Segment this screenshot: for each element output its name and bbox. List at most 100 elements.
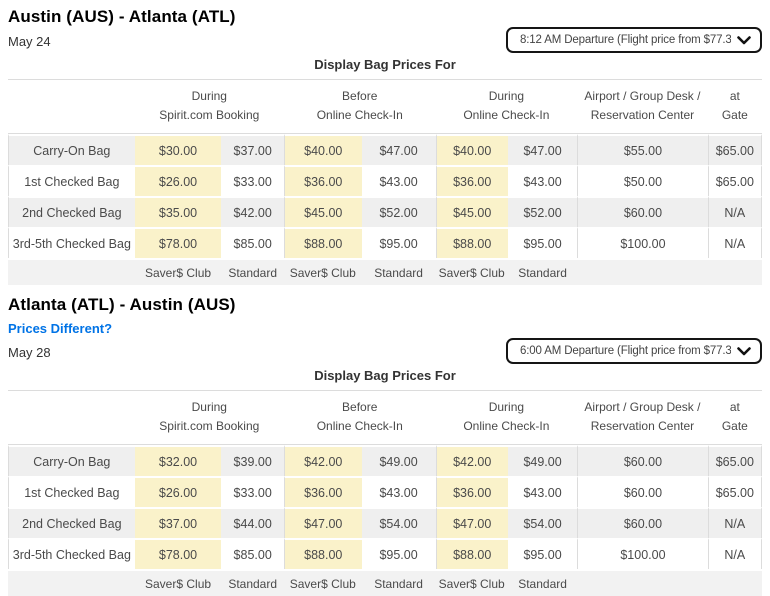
price-cell: $36.00 [283, 165, 362, 197]
tier-label: Saver$ Club [435, 258, 508, 286]
bag-type-cell: 3rd-5th Checked Bag [8, 538, 135, 570]
empty-cell [8, 569, 135, 596]
prices-different-link[interactable]: Prices Different? [8, 321, 113, 337]
header-line: at [729, 400, 740, 415]
table-row: 1st Checked Bag $26.00 $33.00 $36.00 $43… [8, 165, 762, 197]
route-subheader: May 24 8:12 AM Departure (Flight price f… [8, 27, 762, 53]
header-line: During [488, 400, 525, 415]
header-line: Before [342, 400, 378, 415]
bag-type-cell: 1st Checked Bag [8, 476, 135, 508]
price-cell: $49.00 [361, 445, 436, 477]
tier-label: Standard [221, 569, 284, 596]
price-cell: $85.00 [221, 227, 284, 258]
price-cell: $60.00 [577, 476, 708, 508]
tier-label: Saver$ Club [283, 569, 362, 596]
tier-label: Saver$ Club [283, 258, 362, 286]
price-cell: $88.00 [283, 538, 362, 570]
empty-cell [707, 569, 762, 596]
price-cell: N/A [707, 196, 762, 228]
tier-label-row: Saver$ Club Standard Saver$ Club Standar… [8, 258, 762, 286]
bag-type-cell: 3rd-5th Checked Bag [8, 227, 135, 259]
header-line: Online Check-In [463, 107, 550, 122]
price-cell: $36.00 [435, 476, 508, 508]
departure-time-select[interactable]: 6:00 AM Departure (Flight price from $77… [506, 338, 762, 365]
price-cell: $35.00 [134, 196, 222, 228]
price-cell: $43.00 [507, 476, 578, 507]
route-title: Austin (AUS) - Atlanta (ATL) [8, 7, 236, 26]
tier-label: Saver$ Club [134, 569, 222, 596]
price-cell: $60.00 [577, 196, 708, 228]
tier-label: Standard [361, 569, 436, 596]
price-cell: $42.00 [435, 445, 508, 477]
header-line: Reservation Center [590, 418, 695, 433]
tier-label: Standard [221, 258, 284, 286]
price-cell: $52.00 [361, 196, 436, 228]
column-header-gate: at Gate [707, 391, 762, 446]
price-cell: $43.00 [361, 165, 436, 196]
price-cell: $65.00 [707, 165, 762, 197]
price-cell: $33.00 [221, 165, 284, 196]
price-cell: N/A [707, 507, 762, 539]
table-row: 2nd Checked Bag $37.00 $44.00 $47.00 $54… [8, 507, 762, 539]
bag-prices-table: During Spirit.com Booking Before Online … [8, 80, 762, 286]
price-cell: $60.00 [577, 445, 708, 477]
price-cell: $42.00 [283, 445, 362, 477]
bag-type-cell: Carry-On Bag [8, 445, 135, 477]
column-header-during-booking: During Spirit.com Booking [134, 80, 284, 135]
tier-label: Standard [507, 258, 578, 286]
empty-cell [577, 258, 708, 286]
empty-cell [8, 258, 135, 286]
column-header-during-checkin: During Online Check-In [435, 80, 578, 135]
price-cell: N/A [707, 227, 762, 259]
table-caption: Display Bag Prices For [8, 366, 762, 392]
price-cell: $47.00 [283, 507, 362, 539]
route-subheader: May 28 6:00 AM Departure (Flight price f… [8, 338, 762, 365]
price-cell: $65.00 [707, 445, 762, 477]
departure-select-value: 6:00 AM Departure (Flight price from $77… [520, 345, 731, 358]
bag-prices-page: Austin (AUS) - Atlanta (ATL) May 24 8:12… [0, 7, 770, 596]
table-row: 2nd Checked Bag $35.00 $42.00 $45.00 $52… [8, 196, 762, 228]
price-cell: $26.00 [134, 476, 222, 508]
price-cell: $47.00 [361, 134, 436, 166]
price-cell: $88.00 [435, 227, 508, 259]
price-cell: $100.00 [577, 227, 708, 259]
price-cell: $78.00 [134, 227, 222, 259]
price-cell: $43.00 [361, 476, 436, 507]
price-cell: $44.00 [221, 507, 284, 539]
price-cell: $40.00 [435, 134, 508, 166]
column-header-row: During Spirit.com Booking Before Online … [8, 80, 762, 135]
bag-type-cell: 1st Checked Bag [8, 165, 135, 197]
header-line: During [191, 400, 227, 415]
price-cell: $37.00 [221, 134, 284, 166]
price-cell: $30.00 [134, 134, 222, 166]
price-cell: $47.00 [435, 507, 508, 539]
price-cell: $50.00 [577, 165, 708, 197]
header-line: Before [342, 89, 378, 103]
bag-type-cell: Carry-On Bag [8, 134, 135, 166]
price-cell: $85.00 [221, 538, 284, 569]
chevron-down-icon [737, 35, 751, 45]
header-line: Gate [721, 418, 748, 433]
chevron-down-icon [737, 346, 751, 356]
header-line: Airport / Group Desk / [584, 89, 701, 103]
price-cell: $39.00 [221, 445, 284, 477]
price-cell: $40.00 [283, 134, 362, 166]
tier-label: Saver$ Club [134, 258, 222, 286]
price-cell: $78.00 [134, 538, 222, 570]
column-header-during-booking: During Spirit.com Booking [134, 391, 284, 446]
table-row: 3rd-5th Checked Bag $78.00 $85.00 $88.00… [8, 538, 762, 570]
price-cell: $33.00 [221, 476, 284, 507]
price-cell: $60.00 [577, 507, 708, 539]
bag-type-cell: 2nd Checked Bag [8, 196, 135, 228]
header-line: Online Check-In [316, 418, 403, 433]
price-cell: $43.00 [507, 165, 578, 196]
price-cell: $65.00 [707, 476, 762, 508]
header-line: Spirit.com Booking [159, 418, 260, 433]
price-cell: $36.00 [283, 476, 362, 508]
column-header-gate: at Gate [707, 80, 762, 135]
header-line: Reservation Center [590, 107, 695, 122]
departure-time-select[interactable]: 8:12 AM Departure (Flight price from $77… [506, 27, 762, 53]
price-cell: $32.00 [134, 445, 222, 477]
column-header-row: During Spirit.com Booking Before Online … [8, 391, 762, 446]
tier-label: Standard [507, 569, 578, 596]
